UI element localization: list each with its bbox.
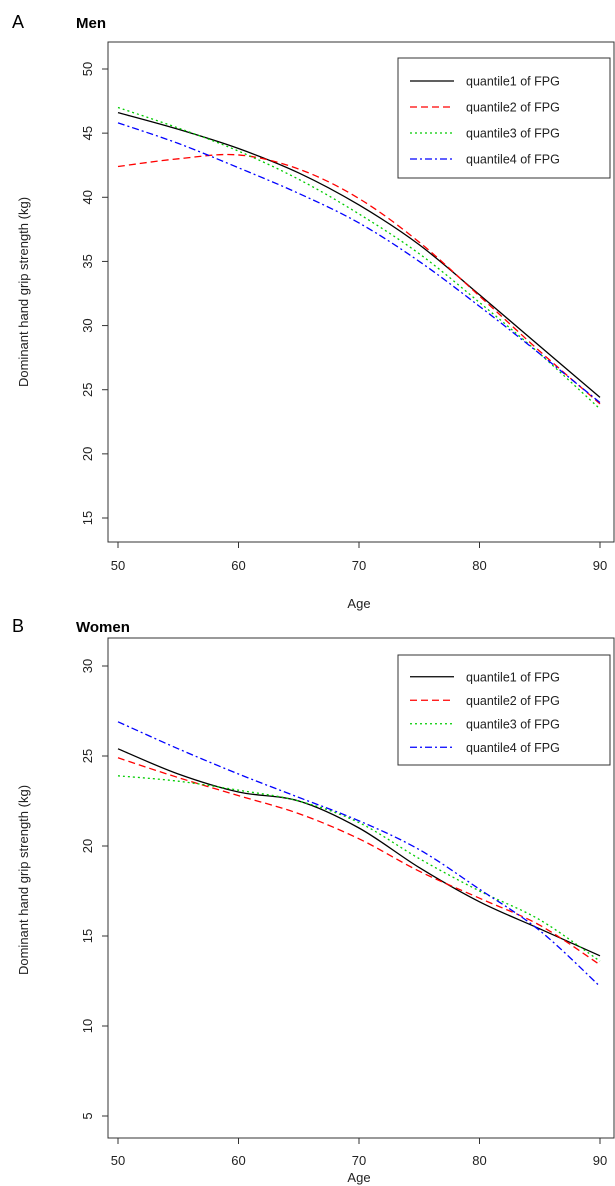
x-tick-label: 50 — [111, 1153, 125, 1168]
y-tick-label: 30 — [80, 318, 95, 332]
x-tick-label: 80 — [472, 558, 486, 573]
x-tick-label: 70 — [352, 1153, 366, 1168]
panel-title: Women — [76, 619, 130, 636]
y-tick-label: 50 — [80, 62, 95, 76]
legend-label: quantile1 of FPG — [466, 75, 560, 89]
x-axis-label: Age — [347, 1170, 370, 1185]
series-line-quantile4 — [117, 122, 601, 404]
y-tick-label: 15 — [80, 511, 95, 525]
panel-letter: A — [12, 12, 24, 32]
legend-label: quantile3 of FPG — [466, 127, 560, 141]
chart-panel-b: B Women 50 60 70 80 90 5 10 15 20 25 30 Age Dominant h… — [12, 616, 615, 1185]
plot-frame — [107, 41, 615, 543]
x-tick-label: 60 — [231, 558, 245, 573]
y-axis-label: Dominant hand grip strength (kg) — [16, 197, 31, 387]
x-axis-label: Age — [347, 596, 370, 611]
x-tick-label: 50 — [111, 558, 125, 573]
y-tick-label: 20 — [80, 447, 95, 461]
legend-box — [397, 57, 611, 179]
y-axis-label: Dominant hand grip strength (kg) — [16, 785, 31, 975]
y-tick-label: 35 — [80, 254, 95, 268]
x-tick-label: 60 — [231, 1153, 245, 1168]
y-tick-label: 5 — [80, 1112, 95, 1119]
legend-label: quantile1 of FPG — [466, 670, 560, 684]
series-line-quantile4 — [117, 721, 601, 987]
panel-title: Men — [76, 15, 106, 32]
y-tick-label: 25 — [80, 749, 95, 763]
chart-panel-a: A Men 50 60 70 80 90 15 20 25 30 35 40 45 50 Age Dominan… — [12, 12, 615, 611]
x-tick-label: 90 — [593, 558, 607, 573]
legend-box — [397, 654, 611, 766]
legend-label: quantile4 of FPG — [466, 153, 560, 167]
panel-letter: B — [12, 616, 24, 636]
legend-label: quantile2 of FPG — [466, 694, 560, 708]
legend-label: quantile4 of FPG — [466, 741, 560, 755]
y-tick-label: 15 — [80, 929, 95, 943]
series-line-quantile1 — [117, 748, 601, 957]
series-line-quantile3 — [117, 775, 601, 962]
legend-label: quantile2 of FPG — [466, 101, 560, 115]
y-tick-label: 20 — [80, 839, 95, 853]
x-tick-label: 90 — [593, 1153, 607, 1168]
legend-label: quantile3 of FPG — [466, 717, 560, 731]
plot-frame — [107, 637, 615, 1139]
legend: quantile1 of FPG quantile2 of FPG quantile… — [397, 57, 611, 179]
y-tick-label: 10 — [80, 1019, 95, 1033]
y-tick-label: 45 — [80, 126, 95, 140]
x-tick-label: 80 — [472, 1153, 486, 1168]
series-line-quantile2 — [117, 153, 601, 405]
x-tick-label: 70 — [352, 558, 366, 573]
y-tick-label: 40 — [80, 190, 95, 204]
legend: quantile1 of FPG quantile2 of FPG quantile… — [397, 654, 611, 766]
y-tick-label: 30 — [80, 659, 95, 673]
y-tick-label: 25 — [80, 382, 95, 396]
series-line-quantile2 — [117, 757, 601, 966]
